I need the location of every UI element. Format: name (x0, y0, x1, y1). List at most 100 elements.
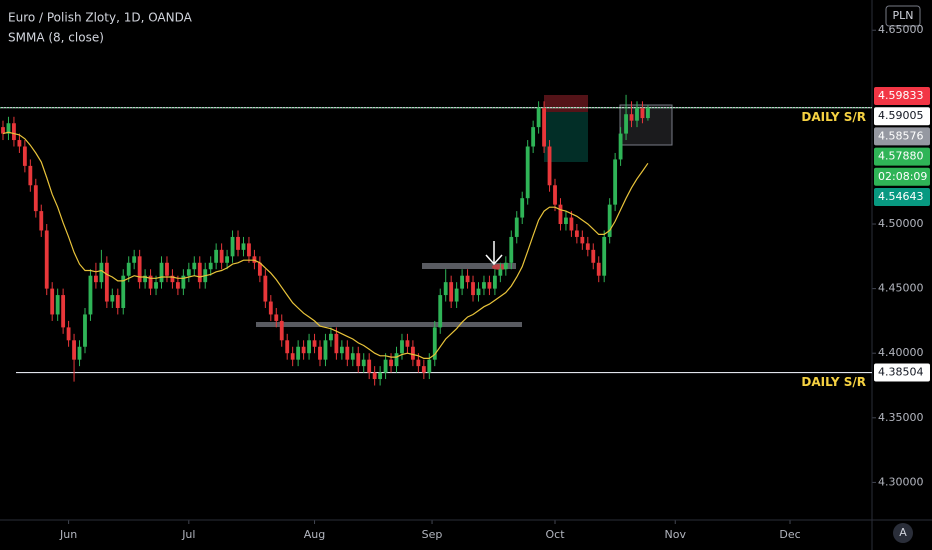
candle-body (115, 295, 120, 308)
candle-body (1, 127, 5, 134)
candle-body (28, 165, 33, 186)
candle-body (66, 327, 71, 341)
candle-body (307, 340, 311, 354)
candle-body (263, 275, 268, 302)
y-tick-label: 4.30000 (878, 475, 924, 488)
candle-body (618, 133, 623, 160)
currency-badge[interactable] (885, 5, 921, 27)
candle-body (498, 269, 503, 276)
candle-body (367, 359, 372, 373)
candle-body (454, 288, 459, 302)
candle-body (345, 346, 350, 360)
auto-scale-label: A (899, 526, 907, 539)
candle-body (148, 275, 153, 289)
candle-body (285, 340, 290, 354)
candle-body (186, 269, 191, 276)
level-text: DAILY S/R (801, 375, 866, 389)
candle-body (361, 359, 366, 367)
candle-body (640, 107, 645, 119)
candle-body (591, 249, 596, 263)
candle-body (247, 243, 251, 257)
candle-body (318, 346, 322, 360)
candle-body (394, 353, 399, 367)
candle-body (624, 114, 628, 134)
candle-body (252, 256, 257, 263)
candle-body (94, 275, 98, 283)
candle-body (334, 333, 339, 354)
price-label: 4.54643 (878, 190, 924, 203)
candle-body (520, 198, 525, 218)
candle-body (613, 159, 618, 205)
candle-body (126, 262, 131, 276)
candle-body (290, 353, 295, 360)
candle-body (525, 146, 530, 199)
candle-body (99, 262, 104, 283)
candle-body (39, 211, 44, 231)
candle-body (137, 256, 142, 283)
candle-body (214, 249, 219, 263)
candle-body (629, 114, 634, 121)
candle-body (312, 340, 317, 347)
candle-body (421, 366, 426, 373)
zone (256, 322, 522, 327)
candle-body (225, 256, 229, 263)
candle-body (585, 243, 590, 250)
candle-body (121, 275, 126, 308)
candle-body (143, 275, 148, 283)
y-tick-label: 4.50000 (878, 217, 924, 230)
candle-body (542, 107, 546, 147)
candle-body (646, 107, 650, 119)
candle-body (339, 346, 344, 354)
candle-body (350, 353, 355, 360)
candle-body (438, 295, 443, 328)
price-label: 02:08:09 (878, 170, 927, 183)
price-label-box (874, 107, 930, 126)
candle-body (405, 340, 410, 347)
candle-body (432, 327, 437, 360)
candle-body (416, 359, 421, 367)
currency: PLN (893, 9, 914, 22)
candle-body (83, 314, 87, 347)
candle-body (607, 204, 612, 237)
risk-box (544, 95, 588, 112)
x-tick-label: Jul (181, 528, 195, 541)
x-tick-label: Sep (422, 528, 443, 541)
candle-body (569, 217, 574, 231)
candle-body (165, 262, 169, 276)
candle-body (323, 340, 328, 360)
candle-body (61, 295, 66, 328)
candle-body (72, 340, 76, 360)
price-label-box (874, 87, 930, 105)
auto-scale-button[interactable] (893, 523, 913, 543)
candle-body (208, 262, 213, 270)
candle-body (274, 314, 279, 321)
candle-body (536, 107, 541, 128)
candle-body (236, 236, 240, 250)
price-label-box (874, 147, 930, 166)
smma-line (2, 131, 649, 359)
y-tick-label: 4.40000 (878, 346, 924, 359)
candle-body (132, 256, 137, 263)
y-tick-label: 4.35000 (878, 411, 924, 424)
candle-body (465, 275, 470, 283)
candle-body (372, 372, 377, 380)
price-label: 4.57880 (878, 150, 924, 163)
candle-body (230, 236, 235, 257)
candle-body (219, 249, 224, 263)
candle-body (449, 282, 454, 302)
candle-body (55, 295, 60, 315)
candle-body (574, 230, 579, 237)
candle-body (192, 262, 197, 270)
candle-body (602, 236, 607, 276)
chart-title: Euro / Polish Zloty, 1D, OANDA (8, 11, 193, 25)
price-label: 4.59833 (878, 89, 924, 102)
candle-body (301, 346, 306, 354)
candle-body (329, 333, 333, 341)
price-label-box (874, 167, 930, 186)
candle-body (88, 275, 93, 315)
x-tick-label: Jun (59, 528, 77, 541)
price-label-box (874, 363, 930, 382)
candle-body (564, 217, 568, 225)
price-label: 4.38504 (878, 366, 924, 379)
